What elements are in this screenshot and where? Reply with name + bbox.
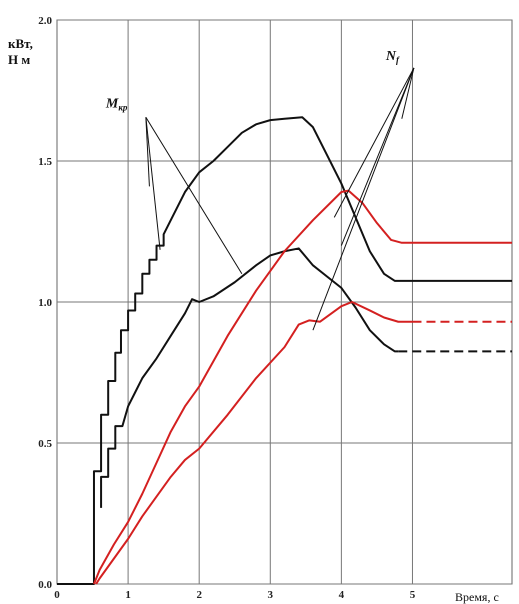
annotation-leader-line — [312, 67, 415, 331]
annotation-leader-line — [145, 117, 150, 187]
y-tick-label: 0.0 — [38, 579, 52, 591]
tick-labels: 0 1 2 3 4 5 0.0 0.5 1.0 1.5 2.0 — [38, 15, 415, 601]
series-line-3 — [93, 189, 512, 585]
x-tick-label: 5 — [410, 589, 416, 601]
x-tick-label: 0 — [54, 589, 60, 601]
annotation-leader-line — [401, 67, 415, 119]
x-tick-label: 2 — [196, 589, 202, 601]
y-tick-label: 2.0 — [38, 15, 52, 27]
x-tick-label: 3 — [268, 589, 274, 601]
x-axis-label: Время, с — [455, 590, 499, 604]
x-tick-label: 4 — [339, 589, 345, 601]
grid — [56, 19, 513, 585]
annotation-label-n: Nf — [385, 49, 400, 65]
y-tick-label: 0.5 — [38, 438, 52, 450]
series-line-2 — [100, 247, 399, 508]
annotation-leader-line — [145, 117, 161, 250]
annotations: Mкр Nf — [105, 49, 415, 331]
y-axis-label-line2: Н м — [8, 52, 30, 67]
annotation-leader-line — [145, 117, 243, 275]
annotation-leader-line — [340, 67, 415, 246]
annotation-label-m: Mкр — [105, 96, 128, 112]
y-tick-label: 1.5 — [38, 156, 52, 168]
x-tick-label: 1 — [125, 589, 131, 601]
y-tick-label: 1.0 — [38, 297, 52, 309]
annotation-leader-line — [333, 67, 415, 218]
series-line-1 — [57, 116, 512, 585]
y-axis-label-line1: кВт, — [8, 36, 33, 51]
series-group — [57, 116, 512, 585]
series-line-4 — [95, 301, 413, 585]
